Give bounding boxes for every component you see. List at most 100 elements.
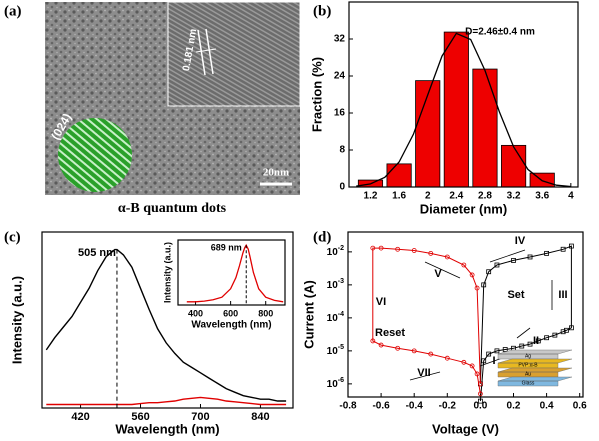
marker [519, 343, 525, 349]
marker [527, 254, 533, 260]
marker [486, 351, 492, 357]
x-tick-label: 2.4 [449, 191, 463, 202]
marker [428, 250, 434, 256]
bar [415, 80, 441, 188]
peak-label: 689 nm [211, 242, 242, 252]
annotation: Set [507, 289, 524, 301]
y-tick-label: 10-5 [327, 344, 344, 357]
x-tick-label: 2.8 [478, 191, 492, 202]
x-tick-label: 2 [425, 191, 431, 202]
x-tick-label: 560 [131, 411, 149, 423]
plot-frame [41, 231, 294, 409]
inset-bg [178, 240, 285, 305]
fft-circle [58, 118, 132, 192]
marker [481, 358, 487, 364]
x-tick-label: 0.2 [507, 401, 521, 412]
marker [511, 258, 516, 263]
marker [481, 282, 487, 288]
marker [411, 248, 417, 253]
marker [477, 391, 483, 397]
y-tick-label: 32 [334, 34, 346, 45]
y-axis-label: Intensity (a.u.) [162, 242, 172, 303]
x-axis-label: Wavelength (nm) [115, 421, 219, 436]
y-tick-label: 10-4 [327, 311, 344, 324]
y-tick-label: 10-3 [327, 278, 344, 291]
marker [474, 371, 480, 377]
marker [428, 351, 434, 357]
marker [552, 332, 558, 338]
device-layer-label: PVP:α-B [518, 362, 538, 368]
marker [569, 243, 574, 249]
marker [378, 342, 384, 348]
marker [444, 355, 450, 361]
scale-bar-label: 20nm [263, 167, 289, 179]
arrow [516, 327, 531, 339]
marker [569, 325, 574, 331]
annotation: Reset [375, 327, 405, 339]
marker [395, 246, 401, 252]
device-layer [497, 349, 573, 360]
x-tick-label: -0.2 [439, 401, 457, 412]
marker [486, 269, 492, 275]
annotation: VII [417, 367, 430, 379]
marker [560, 329, 566, 335]
bar [501, 144, 527, 188]
device-layer-label: Glass [522, 380, 535, 386]
iv-curve [479, 245, 572, 402]
x-axis-label: Diameter (nm) [420, 201, 507, 216]
marker [444, 254, 450, 260]
y-tick-label: 10-6 [327, 377, 344, 390]
inset-x-label: Wavelength (nm) [191, 320, 271, 331]
bar [386, 163, 412, 188]
x-tick-label: 600 [223, 308, 238, 318]
y-tick-label: 10-2 [327, 245, 344, 258]
x-tick-label: 800 [258, 308, 273, 318]
plot-frame [347, 231, 584, 398]
marker [378, 245, 384, 251]
marker [494, 262, 500, 268]
marker [395, 345, 401, 351]
lattice-mark [195, 48, 217, 53]
x-tick-label: 4 [568, 191, 574, 202]
hrtem-inset [167, 1, 301, 107]
marker [461, 359, 467, 365]
device-layer [497, 376, 573, 387]
inset-frame [177, 239, 286, 306]
marker [494, 348, 500, 354]
x-tick-label: 0.0 [473, 401, 487, 412]
marker [370, 245, 376, 251]
x-tick-label: 1.6 [392, 191, 406, 202]
y-tick-label: 0 [339, 182, 345, 193]
spectrum-line [45, 248, 287, 402]
device-layer [497, 367, 573, 378]
marker [564, 327, 569, 333]
y-axis-label: Current (A) [301, 280, 316, 349]
annotation: III [558, 289, 567, 301]
lattice-mark [205, 28, 214, 75]
x-tick-label: 0.4 [540, 401, 554, 412]
y-tick-label: 24 [334, 71, 346, 82]
inset-spectrum [186, 243, 284, 303]
device-layer-label: Au [525, 371, 531, 377]
caption: α-B quantum dots [118, 201, 227, 216]
x-tick-label: 1.2 [364, 191, 378, 202]
marker [411, 348, 417, 354]
arrow [489, 249, 526, 263]
x-tick-label: 840 [251, 411, 269, 423]
marker [544, 335, 549, 341]
x-tick-label: -0.8 [339, 401, 357, 412]
marker [477, 398, 483, 404]
marker [527, 341, 533, 347]
marker [535, 338, 541, 344]
panel-label: (c) [4, 229, 21, 245]
bar [443, 31, 469, 188]
y-axis-label: Fraction (%) [309, 57, 324, 132]
x-tick-label: 3.2 [507, 191, 521, 202]
x-tick-label: 400 [188, 308, 203, 318]
marker [544, 250, 549, 256]
spectrum-line [46, 396, 287, 406]
panel-label: (a) [4, 3, 22, 19]
iv-curve [372, 247, 481, 394]
marker [469, 363, 475, 369]
x-tick-label: -0.6 [372, 401, 390, 412]
